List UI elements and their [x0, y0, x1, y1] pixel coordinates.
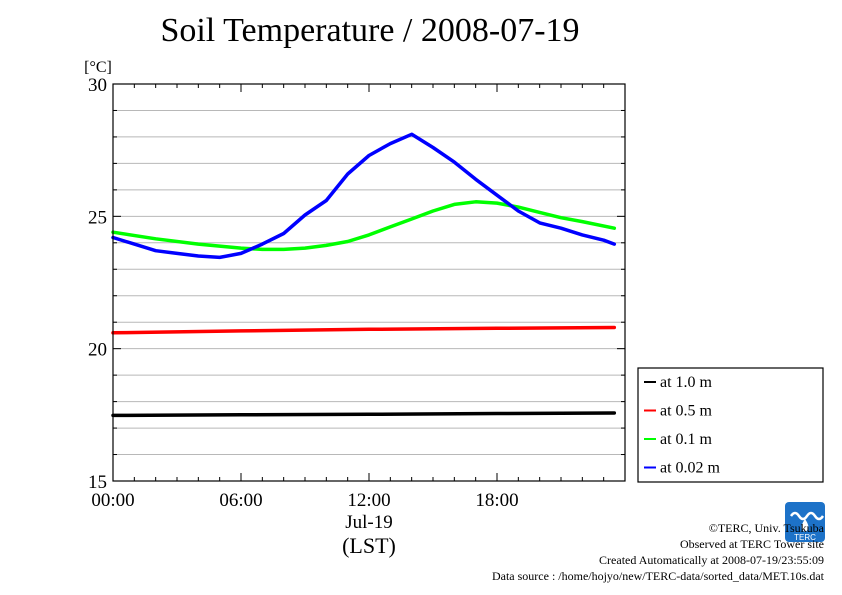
y-tick-label: 25 [88, 207, 107, 228]
terc-logo-icon: TERC [785, 502, 825, 542]
x-tick-label: 00:00 [91, 490, 134, 511]
x-date-label: Jul-19 [345, 512, 393, 533]
y-tick-label: 15 [88, 472, 107, 493]
footer-copyright: ©TERC, Univ. Tsukuba [708, 521, 824, 535]
plot-frame [112, 83, 626, 482]
y-unit-label: [°C] [84, 59, 112, 76]
series-line-2 [111, 200, 617, 252]
legend-label-0: at 1.0 m [660, 374, 713, 391]
y-tick-label: 30 [88, 75, 107, 96]
x-tick-label: 18:00 [475, 490, 518, 511]
x-tick-label: 06:00 [219, 490, 262, 511]
chart-title: Soil Temperature / 2008-07-19 [160, 12, 580, 49]
legend-label-2: at 0.1 m [660, 431, 713, 448]
footer-source: Data source : /home/hojyo/new/TERC-data/… [491, 569, 824, 583]
series-line-0 [111, 411, 617, 418]
legend-label-1: at 0.5 m [660, 403, 713, 420]
footer-created: Created Automatically at 2008-07-19/23:5… [599, 553, 824, 567]
y-tick-label: 20 [88, 340, 107, 361]
series-line-3 [111, 132, 617, 260]
legend-label-3: at 0.02 m [660, 460, 721, 477]
x-axis-label: (LST) [342, 533, 396, 558]
x-tick-label: 12:00 [347, 490, 390, 511]
footer: ©TERC, Univ. Tsukuba Observed at TERC To… [492, 520, 824, 584]
logo-text: TERC [794, 533, 816, 542]
footer-observed: Observed at TERC Tower site [679, 537, 824, 551]
legend-box [637, 367, 824, 483]
series-line-1 [111, 325, 617, 335]
